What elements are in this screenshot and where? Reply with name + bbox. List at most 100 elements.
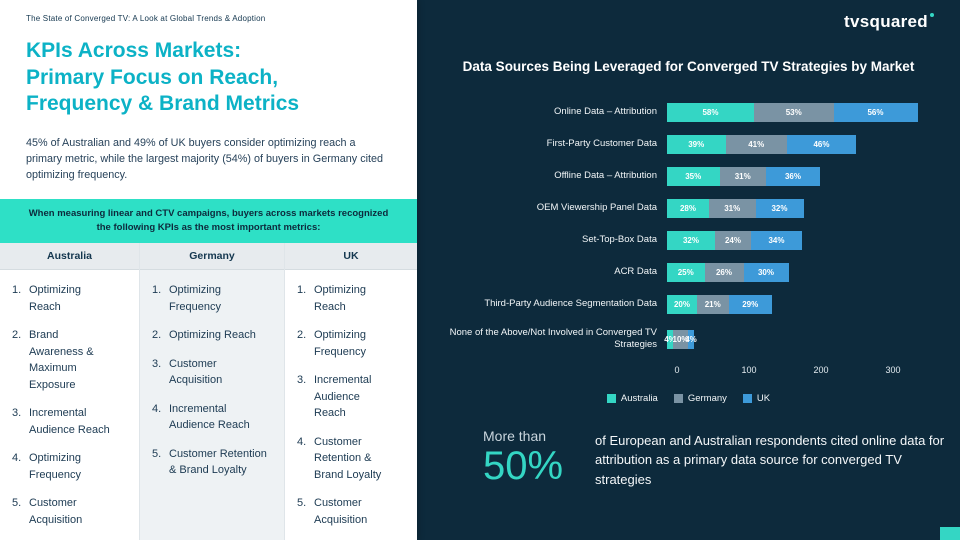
kpi-column-germany: Germany 1. Optimizing Frequency 2. Optimizin…: [140, 243, 285, 540]
x-axis-tick: 100: [741, 364, 757, 375]
chart-row: Online Data – Attribution 58% 53% 56%: [417, 102, 960, 122]
bar-value-label: 26%: [715, 267, 732, 277]
chart-title: Data Sources Being Leveraged for Converg…: [462, 59, 915, 74]
stat-description: of European and Australian respondents c…: [595, 432, 945, 487]
chart-category-label: None of the Above/Not Involved in Conver…: [449, 326, 657, 351]
stat-callout-left: More than 50%: [483, 428, 579, 488]
bar-value-label: 32%: [682, 235, 699, 245]
x-axis-tick: 300: [885, 364, 901, 375]
logo-text: tvsquared: [844, 12, 928, 31]
chart-row: OEM Viewership Panel Data 28% 31% 32%: [417, 198, 960, 218]
x-axis-tick: 200: [813, 364, 829, 375]
bar-segment-uk: 30%: [743, 262, 789, 282]
kpi-item: 1. Optimizing Frequency: [152, 282, 284, 315]
kpi-table: Australia 1. Optimizing Reach 2. Brand Aware…: [0, 243, 417, 540]
bar-segment-germany: 24%: [715, 230, 751, 250]
kpi-item-number: 5.: [297, 497, 307, 510]
stat-callout: More than 50% of European and Australian…: [417, 428, 960, 490]
bar-value-label: 46%: [813, 139, 830, 149]
stat-value: 50%: [483, 443, 564, 488]
right-panel: tvsquared Data Sources Being Leveraged f…: [417, 0, 960, 540]
kpi-column-header: UK: [285, 243, 417, 271]
bar-segment-germany: 31%: [719, 166, 766, 186]
chart-row: ACR Data 25% 26% 30%: [417, 262, 960, 282]
bar-value-label: 56%: [867, 107, 884, 117]
kpi-item: 3. Customer Acquisition: [152, 356, 284, 389]
bar-segment-australia: 25%: [667, 262, 705, 282]
kpi-item-number: 2.: [297, 329, 307, 342]
bar-segment-australia: 20%: [667, 294, 697, 314]
kpi-banner: When measuring linear and CTV campaigns,…: [0, 198, 417, 244]
corner-accent: [940, 527, 960, 540]
kpi-item-label: Optimizing Frequency: [314, 329, 366, 358]
bar-value-label: 21%: [704, 299, 721, 309]
chart: Online Data – Attribution 58% 53% 56% First-…: [417, 102, 960, 404]
bar-stack: 28% 31% 32%: [667, 198, 804, 218]
legend-label: UK: [756, 392, 771, 404]
bar-stack: 25% 26% 30%: [667, 262, 789, 282]
kpi-item-label: Incremental Audience Reach: [29, 407, 110, 436]
stat-prefix: More than: [483, 427, 547, 444]
kpi-item: 4. Customer Retention & Brand Loyalty: [297, 434, 417, 484]
legend-swatch-icon: [673, 393, 683, 403]
bar-segment-germany: 31%: [709, 198, 756, 218]
x-axis: 0 100 200 300: [674, 364, 960, 379]
chart-category-label: ACR Data: [614, 266, 657, 278]
bar-value-label: 36%: [784, 171, 801, 181]
kpi-column-uk: UK 1. Optimizing Reach 2. Optimizing Frequen…: [285, 243, 417, 540]
bar-value-label: 4%: [664, 334, 676, 344]
chart-legend: Australia Germany UK: [417, 393, 960, 404]
kpi-item-number: 1.: [12, 284, 22, 297]
bar-stack: 39% 41% 46%: [667, 134, 856, 154]
bar-value-label: 20%: [673, 299, 690, 309]
page-title-line-3: Frequency & Brand Metrics: [26, 92, 300, 116]
chart-row: Set-Top-Box Data 32% 24% 34%: [417, 230, 960, 250]
kpi-item-number: 1.: [297, 284, 307, 297]
kpi-item: 1. Optimizing Reach: [297, 282, 417, 315]
kpi-item: 2. Brand Awareness & Maximum Exposure: [12, 327, 139, 393]
bar-segment-uk: 36%: [766, 166, 820, 186]
bar-segment-germany: 10%: [672, 329, 689, 349]
page-title-line-2: Primary Focus on Reach,: [26, 65, 279, 89]
bar-stack: 35% 31% 36%: [667, 166, 820, 186]
report-eyebrow: The State of Converged TV: A Look at Glo…: [26, 14, 266, 23]
bar-stack: 58% 53% 56%: [667, 102, 918, 122]
chart-category-label: Third-Party Audience Segmentation Data: [484, 298, 657, 310]
kpi-item-number: 4.: [12, 452, 22, 465]
kpi-item: 5. Customer Acquisition: [12, 495, 139, 528]
kpi-item-label: Customer Retention & Brand Loyalty: [169, 447, 267, 477]
bar-value-label: 41%: [748, 139, 765, 149]
kpi-item-number: 4.: [152, 402, 162, 415]
kpi-item-label: Customer Acquisition: [29, 497, 83, 526]
kpi-item-label: Customer Acquisition: [169, 357, 223, 387]
kpi-item-label: Customer Retention & Brand Loyalty: [314, 435, 382, 481]
bar-segment-australia: 35%: [667, 166, 720, 186]
kpi-item-label: Optimizing Reach: [29, 284, 81, 313]
bar-segment-australia: 4%: [664, 329, 676, 349]
x-axis-tick: 0: [674, 364, 680, 375]
kpi-item: 1. Optimizing Reach: [12, 282, 139, 315]
kpi-item-number: 2.: [152, 329, 162, 342]
kpi-item: 4. Incremental Audience Reach: [152, 401, 284, 434]
chart-row: Offline Data – Attribution 35% 31% 36%: [417, 166, 960, 186]
left-panel: The State of Converged TV: A Look at Glo…: [0, 0, 417, 540]
bar-value-label: 10%: [672, 334, 689, 344]
chart-category-label: Online Data – Attribution: [554, 106, 657, 118]
kpi-item-number: 3.: [297, 374, 307, 387]
kpi-item-label: Incremental Audience Reach: [314, 374, 372, 420]
kpi-list: 1. Optimizing Reach 2. Optimizing Frequency…: [285, 270, 417, 528]
bar-value-label: 34%: [768, 235, 785, 245]
chart-category-label: Offline Data – Attribution: [554, 170, 657, 182]
kpi-item-number: 4.: [297, 435, 307, 448]
bar-segment-uk: 4%: [685, 329, 697, 349]
bar-segment-germany: 53%: [754, 102, 834, 122]
chart-row: Third-Party Audience Segmentation Data 20…: [417, 294, 960, 314]
chart-row: None of the Above/Not Involved in Conver…: [417, 327, 960, 352]
kpi-item: 5. Customer Acquisition: [297, 495, 417, 528]
chart-category-label: OEM Viewership Panel Data: [536, 202, 657, 214]
bar-value-label: 25%: [677, 267, 694, 277]
bar-value-label: 28%: [679, 203, 696, 213]
bar-stack: 20% 21% 29%: [667, 294, 772, 314]
kpi-item-number: 2.: [12, 329, 22, 342]
kpi-item-label: Optimizing Reach: [169, 329, 256, 342]
